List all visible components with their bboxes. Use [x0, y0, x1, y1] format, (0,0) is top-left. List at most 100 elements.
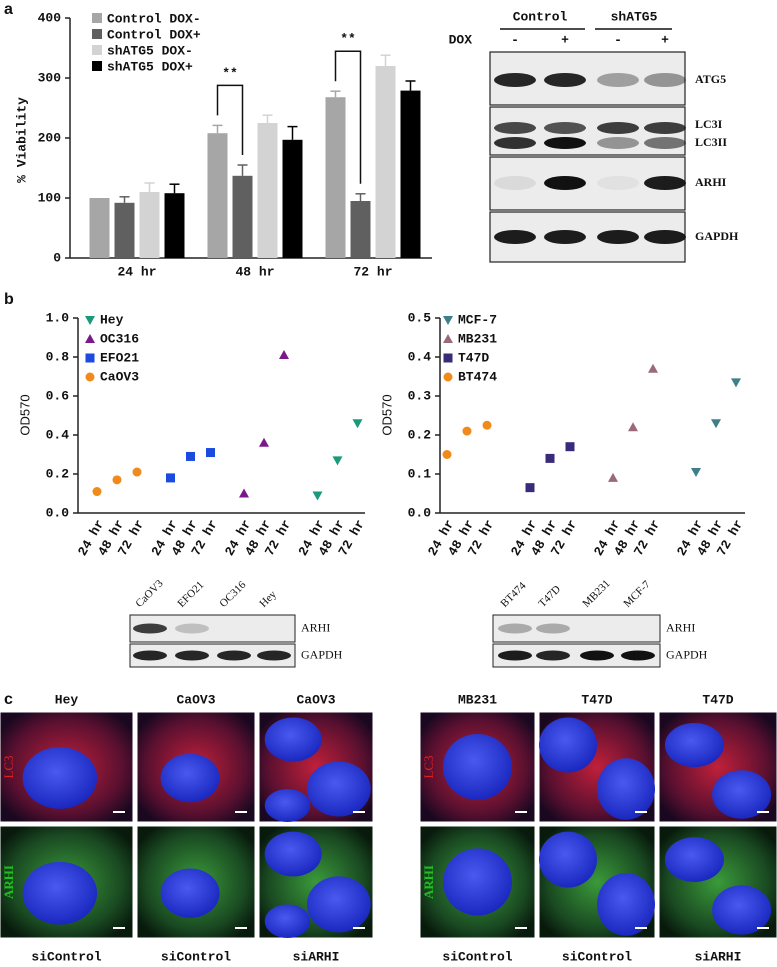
row-label: ARHI — [695, 175, 727, 189]
band — [494, 122, 536, 134]
column-label: CaOV3 — [176, 692, 215, 707]
point — [691, 468, 701, 478]
panel-label: c — [4, 691, 13, 708]
band — [597, 137, 639, 149]
column-label: T47D — [581, 692, 612, 707]
band — [494, 230, 536, 244]
column-label: T47D — [702, 692, 733, 707]
y-tick-label: 0.8 — [46, 349, 70, 364]
y-axis-label: OD570 — [17, 394, 32, 435]
point — [352, 419, 363, 429]
point — [628, 422, 638, 432]
lane-label: MB231 — [580, 578, 612, 610]
band — [494, 73, 536, 87]
band — [544, 122, 586, 134]
condition-label: siARHI — [293, 949, 340, 964]
bar — [375, 66, 396, 258]
point — [332, 456, 343, 466]
group-label: Control — [513, 9, 568, 24]
band — [175, 650, 209, 661]
band — [544, 176, 586, 190]
legend-label: MB231 — [458, 331, 497, 346]
annotation: ** — [222, 66, 238, 81]
column-label: Hey — [55, 692, 79, 707]
band — [644, 176, 686, 190]
point — [166, 473, 175, 483]
point — [112, 475, 122, 485]
condition-label: siARHI — [695, 949, 742, 964]
lane-label: CaOV3 — [133, 577, 166, 610]
y-tick-label: 0.0 — [408, 505, 432, 520]
legend-marker — [85, 372, 95, 382]
nucleus — [539, 831, 597, 888]
y-tick-label: 0.1 — [408, 466, 432, 481]
lane-label: Hey — [257, 588, 279, 610]
nucleus — [264, 904, 311, 938]
y-tick-label: 0.2 — [408, 427, 432, 442]
y-tick-label: 0.0 — [46, 505, 70, 520]
bar — [114, 202, 135, 258]
nucleus — [160, 868, 220, 918]
band — [536, 623, 570, 634]
nucleus — [443, 848, 512, 916]
column-label: MB231 — [458, 692, 497, 707]
nucleus — [597, 873, 655, 936]
row-label: LC3II — [695, 135, 727, 149]
point — [239, 488, 249, 498]
legend-label: MCF-7 — [458, 312, 497, 327]
legend-marker — [443, 353, 453, 363]
error-bar — [355, 193, 366, 201]
significance-bracket — [216, 84, 244, 155]
error-bar — [262, 114, 273, 123]
band — [621, 650, 655, 661]
legend-marker — [85, 334, 95, 343]
bar — [350, 201, 371, 258]
legend-label: OC316 — [100, 331, 139, 346]
bar — [257, 123, 278, 258]
point — [608, 472, 618, 482]
band — [217, 650, 251, 661]
legend-swatch — [92, 13, 102, 23]
lane-label: T47D — [536, 583, 563, 610]
nucleus — [597, 758, 655, 820]
condition-label: siControl — [161, 949, 231, 964]
error-bar — [330, 90, 341, 98]
legend-marker — [443, 372, 453, 382]
legend-marker — [85, 353, 95, 363]
bar — [282, 139, 303, 258]
error-bar — [380, 54, 391, 66]
nucleus — [443, 734, 512, 800]
band — [494, 137, 536, 149]
band — [133, 623, 167, 634]
bar — [207, 133, 228, 258]
nucleus — [306, 876, 371, 933]
point — [92, 487, 102, 497]
band — [494, 176, 536, 190]
band — [544, 73, 586, 87]
band — [644, 137, 686, 149]
legend-marker — [443, 316, 453, 325]
legend-label: Hey — [100, 312, 124, 327]
point — [259, 437, 269, 447]
legend-label: CaOV3 — [100, 369, 139, 384]
point — [731, 378, 741, 388]
y-tick-label: 0.3 — [408, 388, 432, 403]
point — [279, 350, 289, 360]
x-tick-label: 48 hr — [235, 264, 274, 279]
y-axis-label: % Viability — [14, 97, 29, 183]
blot-row — [492, 643, 661, 668]
lane-label: - — [614, 32, 622, 47]
error-bar — [212, 124, 223, 134]
y-tick-label: 0.5 — [408, 310, 432, 325]
band — [644, 230, 686, 244]
nucleus — [712, 885, 772, 935]
channel-label: ARHI — [421, 865, 436, 899]
y-tick-label: 400 — [38, 10, 62, 25]
row-label: GAPDH — [666, 647, 708, 661]
band — [597, 176, 639, 190]
lane-label: + — [661, 32, 669, 47]
blot-row — [129, 614, 296, 643]
lane-label: - — [511, 32, 519, 47]
y-axis-label: OD570 — [379, 394, 394, 435]
